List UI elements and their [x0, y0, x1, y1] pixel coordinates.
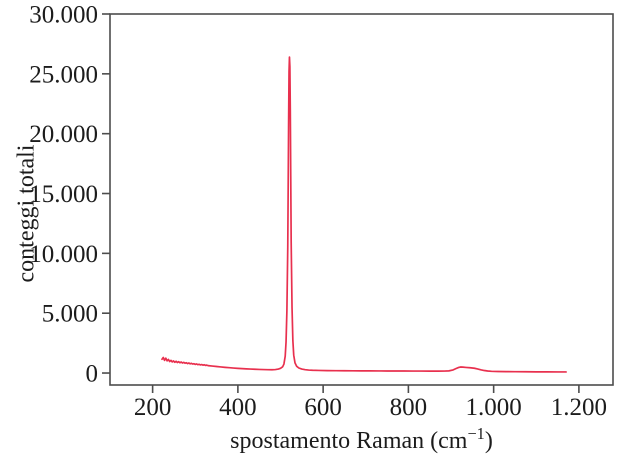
x-tick-label: 800 [390, 394, 428, 421]
x-axis-title: spostamento Raman (cm−1) [110, 425, 613, 455]
y-tick-label: 10.000 [29, 241, 98, 268]
spectrum-line [161, 56, 567, 373]
x-tick-label: 1.000 [466, 394, 522, 421]
plot-frame [109, 13, 614, 386]
y-tick-label: 5.000 [42, 301, 98, 328]
y-tick-label: 20.000 [29, 121, 98, 148]
y-axis-title: conteggi totali [13, 144, 40, 283]
y-tick-label: 15.000 [29, 181, 98, 208]
x-tick-label: 1.200 [551, 394, 607, 421]
x-axis-title-exponent: −1 [467, 424, 485, 443]
y-tick-label: 30.000 [29, 2, 98, 29]
x-axis-title-close-paren: ) [484, 428, 493, 454]
x-tick-label: 400 [219, 394, 257, 421]
y-tick-label: 0 [86, 361, 99, 388]
y-tick-label: 25.000 [29, 61, 98, 88]
x-tick-label: 600 [304, 394, 342, 421]
x-axis-title-text: spostamento Raman (cm [230, 428, 468, 454]
x-tick-label: 200 [134, 394, 172, 421]
